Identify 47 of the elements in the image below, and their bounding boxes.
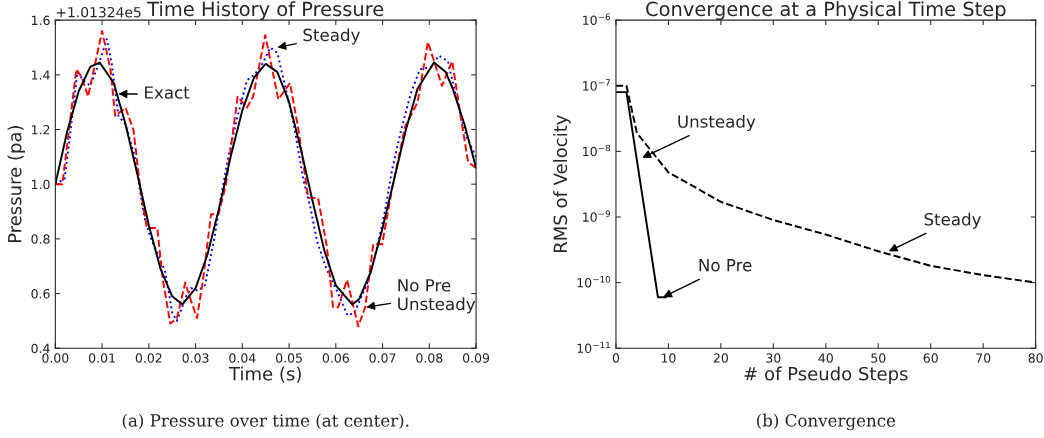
y-tick-label: 10$^{−7}$: [583, 79, 610, 91]
x-tick-label: 0: [612, 353, 620, 363]
x-tick-label: 30: [766, 353, 781, 363]
x-tick-label: 0.05: [275, 353, 302, 363]
x-tick-label: 10: [661, 353, 676, 363]
text: +1.01324e5: [56, 6, 141, 18]
x-tick-label: 0.08: [416, 353, 443, 363]
x-tick-label: 20: [713, 353, 728, 363]
y-tick-label: 1.2: [31, 124, 50, 135]
x-tick-label: 80: [1028, 353, 1043, 363]
text: (b) Convergence: [757, 413, 896, 431]
y-tick-label: 0.6: [31, 289, 50, 299]
y-axis-title: RMS of Velocity: [553, 115, 571, 253]
annotation: Steady: [924, 212, 982, 229]
y-tick-label: 10$^{−6}$: [583, 13, 611, 25]
x-tick-label: 60: [923, 353, 938, 363]
x-tick-label: 50: [871, 353, 886, 363]
x-tick-label: 70: [976, 353, 991, 363]
y-tick-label: 1.6: [31, 15, 50, 26]
x-tick-label: 0.04: [229, 353, 256, 363]
x-axis-title: Time (s): [228, 366, 301, 383]
x-tick-label: 0.09: [462, 353, 490, 363]
annotation: Steady: [303, 28, 360, 45]
x-axis-title: # of Pseudo Steps: [744, 366, 908, 385]
x-tick-label: 0.07: [369, 353, 396, 363]
x-tick-label: 0.01: [88, 353, 115, 363]
x-tick-label: 0.00: [42, 353, 69, 363]
annotation: No Pre Unsteady: [398, 279, 476, 314]
y-tick-label: 10$^{−9}$: [583, 210, 611, 222]
x-tick-label: 0.06: [322, 353, 349, 363]
y-tick-label: 1.0: [31, 179, 50, 190]
y-tick-label: 10$^{−8}$: [583, 144, 611, 157]
annotation: No Pre: [699, 259, 752, 272]
x-tick-label: 0.02: [135, 353, 162, 363]
annotation: Exact: [145, 86, 190, 99]
y-tick-label: 1.4: [31, 70, 50, 80]
chart-title: Convergence at a Physical Time Step: [646, 1, 1006, 21]
y-tick-label: 10$^{−11}$: [577, 341, 610, 354]
annotation: Unsteady: [678, 114, 756, 132]
text: (a) Pressure over time (at center).: [122, 413, 409, 430]
y-tick-label: 10$^{−10}$: [577, 275, 611, 288]
y-tick-label: 0.4: [31, 343, 50, 354]
y-axis-title: Pressure (pa): [7, 126, 26, 243]
x-tick-label: 0.03: [182, 353, 209, 363]
x-tick-label: 40: [818, 353, 833, 363]
chart-title: Time History of Pressure: [147, 1, 384, 21]
y-tick-label: 0.8: [31, 234, 50, 244]
